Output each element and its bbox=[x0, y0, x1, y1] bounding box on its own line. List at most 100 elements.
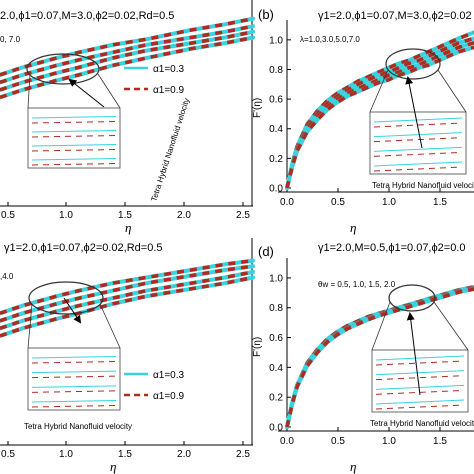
panel-c-connector-left bbox=[27, 303, 33, 349]
x-tick-label: 1.0 bbox=[382, 197, 396, 208]
inset-line-cyan bbox=[31, 130, 117, 133]
inset-line-cyan bbox=[31, 116, 117, 119]
panel-d-arrow bbox=[406, 312, 421, 396]
series-line-base bbox=[0, 29, 255, 92]
y-tick-label: 0.6 bbox=[269, 95, 283, 106]
panel-c-arrow bbox=[63, 297, 82, 324]
inset-line-red bbox=[31, 375, 117, 379]
panel-a-inset-lines bbox=[31, 116, 117, 166]
x-tick-label: 0.5 bbox=[1, 449, 15, 460]
panel-d-plot: 0.0 0.5 1.0 1.5 0.0 0.2 0.4 0.6 0.8 1.0 bbox=[269, 258, 474, 447]
inset-line-red bbox=[31, 361, 117, 364]
panel-a-param-note: 0, 7.0 bbox=[0, 35, 21, 44]
panel-c-legend: α1=0.3 α1=0.9 bbox=[124, 370, 185, 402]
panel-c-inset-lines bbox=[31, 356, 117, 408]
inset-line-red bbox=[373, 122, 463, 128]
inset-line-cyan bbox=[31, 356, 117, 359]
panel-b: (b) γ1=2.0,ϕ1=0.07,M=3.0,ϕ2=0.02 λ=1.0,3… bbox=[252, 7, 474, 235]
panel-c-connector-right bbox=[99, 303, 121, 349]
series-line-base bbox=[0, 275, 255, 338]
panel-b-title: γ1=2.0,ϕ1=0.07,M=3.0,ϕ2=0.02 bbox=[318, 10, 472, 22]
panel-c: γ1=2.0,ϕ1=0.07,ϕ2=0.02,Rd=0.5 ,4.0 0.5 1.… bbox=[0, 238, 255, 474]
inset-line-cyan bbox=[373, 117, 463, 123]
y-tick-label: 0.6 bbox=[269, 333, 283, 344]
panel-d-param-note: θw = 0.5, 1.0, 1.5, 2.0 bbox=[318, 280, 396, 289]
panel-a-arrow bbox=[68, 78, 105, 108]
inset-line-cyan bbox=[31, 385, 117, 388]
panel-d-label: (d) bbox=[258, 244, 274, 259]
x-tick-label: 1.5 bbox=[118, 449, 132, 460]
series-line-base bbox=[0, 264, 255, 323]
panel-d-title: γ1=2.0,M=0.5,ϕ1=0.07,ϕ2=0.0 bbox=[318, 242, 466, 254]
panel-b-xlabel: η bbox=[350, 220, 356, 235]
panel-a-legend-label-2: α1=0.9 bbox=[153, 85, 185, 96]
x-tick-label: 0.5 bbox=[331, 197, 345, 208]
x-tick-label: 1.5 bbox=[433, 197, 447, 208]
y-tick-label: 0.8 bbox=[269, 303, 283, 314]
panel-a-zoom-ellipse bbox=[26, 53, 100, 85]
panel-c-legend-label-1: α1=0.3 bbox=[153, 370, 185, 381]
inset-line-cyan bbox=[31, 144, 117, 147]
inset-line-red bbox=[373, 151, 463, 157]
panel-c-param-note: ,4.0 bbox=[0, 272, 14, 281]
y-tick-label: 0.2 bbox=[269, 393, 283, 404]
y-tick-label: 1.0 bbox=[269, 35, 283, 46]
panel-a-title: 2.0,ϕ1=0.07,M=3.0,ϕ2=0.02,Rd=0.5 bbox=[0, 10, 174, 22]
panel-b-label: (b) bbox=[258, 7, 274, 22]
y-tick-label: 1.0 bbox=[269, 273, 283, 284]
panel-c-annotation: Tetra Hybrid Nanofluid velocity bbox=[24, 422, 132, 431]
panel-a: 2.0,ϕ1=0.07,M=3.0,ϕ2=0.02,Rd=0.5 0, 7.0 … bbox=[0, 0, 255, 235]
inset-line-cyan bbox=[373, 132, 463, 138]
panel-b-inset bbox=[369, 111, 467, 175]
series-line-base bbox=[0, 24, 255, 85]
panel-d-ylabel: F'(η) bbox=[252, 337, 263, 357]
inset-line-red bbox=[375, 404, 465, 410]
panel-a-connector-left bbox=[27, 73, 31, 109]
panel-a-xlabel: η bbox=[125, 220, 131, 235]
panel-b-connector-right bbox=[437, 69, 467, 113]
inset-line-cyan bbox=[31, 158, 117, 161]
panel-d: (d) γ1=2.0,M=0.5,ϕ1=0.07,ϕ2=0.0 θw = 0.5… bbox=[252, 242, 474, 474]
panel-d-annotation: Tetra Hybrid Nanofluid velocity bbox=[370, 419, 474, 428]
panel-d-xlabel: η bbox=[350, 459, 356, 474]
inset-line-red bbox=[375, 375, 465, 381]
inset-line-red bbox=[373, 166, 463, 172]
panel-a-legend: α1=0.3 α1=0.9 bbox=[124, 64, 185, 96]
panel-d-zoom-ellipse bbox=[388, 284, 436, 312]
inset-line-cyan bbox=[31, 370, 117, 374]
inset-line-cyan bbox=[375, 384, 465, 390]
inset-line-cyan bbox=[375, 370, 465, 376]
inset-line-red bbox=[31, 405, 117, 408]
panel-d-connector-left bbox=[371, 301, 391, 351]
inset-line-red bbox=[31, 163, 117, 166]
panel-b-ylabel: F'(η) bbox=[252, 98, 263, 118]
panel-c-legend-label-2: α1=0.9 bbox=[153, 391, 185, 402]
y-tick-label: 0.8 bbox=[269, 65, 283, 76]
panel-b-connector-left bbox=[369, 69, 389, 113]
panel-c-inset-box bbox=[27, 347, 121, 411]
x-tick-label: 2.0 bbox=[177, 449, 191, 460]
inset-line-red bbox=[31, 390, 117, 393]
x-tick-label: 1.0 bbox=[382, 436, 396, 447]
x-tick-label: 0.5 bbox=[331, 436, 345, 447]
x-tick-label: 1.5 bbox=[118, 210, 132, 221]
panel-a-inset bbox=[27, 107, 121, 169]
panel-a-plot: 0.5 1.0 1.5 2.0 2.5 bbox=[0, 0, 255, 221]
panel-c-plot: 0.5 1.0 1.5 2.0 2.5 bbox=[0, 238, 255, 460]
panel-b-arrow bbox=[405, 76, 423, 149]
inset-line-red bbox=[31, 149, 117, 152]
inset-line-red bbox=[375, 360, 465, 366]
inset-line-cyan bbox=[31, 400, 117, 403]
y-tick-label: 0.0 bbox=[269, 184, 283, 195]
x-tick-label: 1.5 bbox=[433, 436, 447, 447]
panel-a-annotation: Tetra Hybrid Nanofluid velocity bbox=[149, 97, 191, 203]
panel-d-inset-lines bbox=[375, 355, 465, 410]
y-tick-label: 0.0 bbox=[269, 423, 283, 434]
panel-c-zoom-ellipse bbox=[28, 281, 104, 315]
x-tick-label: 1.0 bbox=[59, 210, 73, 221]
series-line-base bbox=[0, 16, 255, 77]
x-tick-label: 1.0 bbox=[59, 449, 73, 460]
y-tick-label: 0.4 bbox=[269, 124, 283, 135]
series-line-base bbox=[0, 258, 255, 316]
inset-line-cyan bbox=[373, 146, 463, 152]
